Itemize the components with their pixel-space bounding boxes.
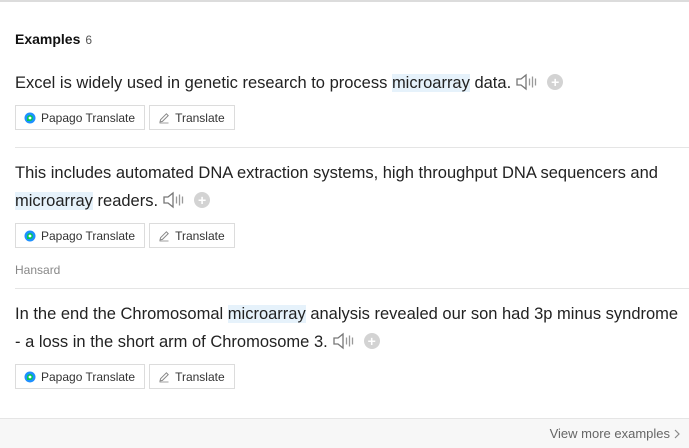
view-more-label: View more examples [549,426,670,441]
examples-title: Examples [15,31,81,47]
speaker-icon[interactable] [162,190,186,210]
plus-icon[interactable]: + [547,73,564,90]
examples-count: 6 [85,33,93,47]
example-sentence: This includes automated DNA extraction s… [15,164,658,210]
papago-translate-label: Papago Translate [41,228,136,243]
example-sentence: Excel is widely used in genetic research… [15,69,680,97]
papago-logo-icon [24,230,36,241]
papago-translate-button[interactable]: Papago Translate [15,364,146,389]
divider [15,288,689,289]
example-actions: Papago Translate Translate [15,223,680,248]
papago-logo-icon [24,371,36,382]
highlighted-term[interactable]: microarray [227,305,306,323]
plus-icon[interactable]: + [194,191,211,208]
papago-translate-button[interactable]: Papago Translate [15,105,146,130]
top-divider [0,0,689,2]
papago-logo-icon [24,112,36,123]
translate-button[interactable]: Translate [149,223,235,248]
translate-label: Translate [175,369,225,384]
divider [15,147,689,148]
chevron-right-icon [674,429,680,438]
translate-label: Translate [175,228,225,243]
papago-translate-label: Papago Translate [41,110,136,125]
speaker-icon[interactable] [332,331,356,351]
pencil-icon [159,112,169,123]
papago-translate-label: Papago Translate [41,369,136,384]
speaker-icon[interactable] [515,72,539,92]
example-item: This includes automated DNA extraction s… [15,159,680,277]
example-actions: Papago Translate Translate [15,105,680,130]
translate-button[interactable]: Translate [149,364,235,389]
pencil-icon [159,371,169,382]
highlighted-term[interactable]: microarray [391,74,470,92]
examples-header: Examples 6 [15,31,92,47]
view-more-examples-link[interactable]: View more examples [550,426,680,441]
example-item: In the end the Chromosomal microarray an… [15,300,680,389]
highlighted-term[interactable]: microarray [15,192,93,210]
example-actions: Papago Translate Translate [15,364,680,389]
translate-label: Translate [175,110,225,125]
papago-translate-button[interactable]: Papago Translate [15,223,146,248]
plus-icon[interactable]: + [363,332,380,349]
example-source: Hansard [15,263,61,277]
example-sentence: In the end the Chromosomal microarray an… [15,305,679,351]
translate-button[interactable]: Translate [149,105,235,130]
footer-bar: View more examples [0,418,689,448]
example-item: Excel is widely used in genetic research… [15,69,680,130]
pencil-icon [159,230,169,241]
